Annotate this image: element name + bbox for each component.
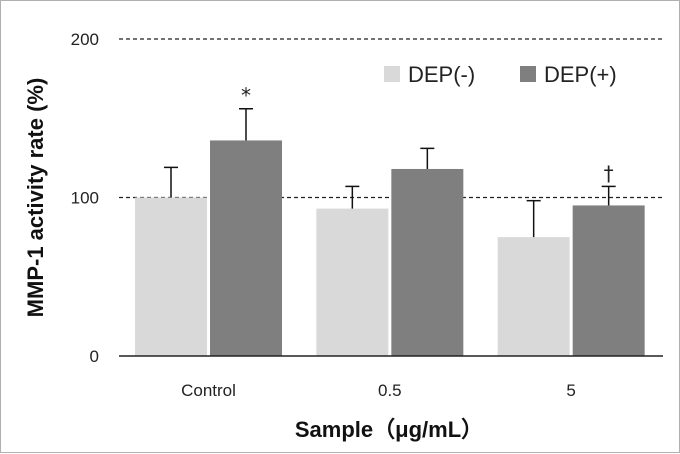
- x-tick-label: Control: [181, 381, 236, 400]
- y-tick-label: 0: [90, 347, 99, 366]
- y-tick-label: 100: [71, 189, 99, 208]
- y-axis-title: MMP-1 activity rate (%): [23, 78, 48, 318]
- bar-dep-plus-2: [572, 205, 645, 356]
- error-bars: [164, 107, 616, 238]
- bar-dep-minus-0: [135, 197, 207, 356]
- annotations: *†: [241, 84, 614, 186]
- bar-dep-plus-0: [210, 140, 282, 356]
- significance-marker: *: [241, 84, 251, 108]
- legend-swatch-dep-plus: [520, 66, 536, 82]
- significance-marker: †: [604, 161, 614, 185]
- x-tick-labels: Control 0.5 5: [181, 381, 576, 400]
- bar-dep-minus-2: [497, 237, 570, 356]
- bars: [135, 140, 645, 356]
- legend-label-dep-plus: DEP(+): [544, 62, 617, 87]
- x-tick-label: 0.5: [378, 381, 402, 400]
- bar-dep-plus-1: [391, 168, 464, 356]
- legend-label-dep-minus: DEP(-): [408, 62, 475, 87]
- legend-swatch-dep-minus: [384, 66, 400, 82]
- x-axis-title: Sample（μg/mL）: [295, 417, 483, 442]
- bar-dep-minus-1: [316, 208, 389, 356]
- y-tick-label: 200: [71, 30, 99, 49]
- legend: DEP(-) DEP(+): [384, 62, 617, 87]
- x-tick-label: 5: [566, 381, 575, 400]
- y-tick-labels: 0 100 200: [71, 30, 99, 366]
